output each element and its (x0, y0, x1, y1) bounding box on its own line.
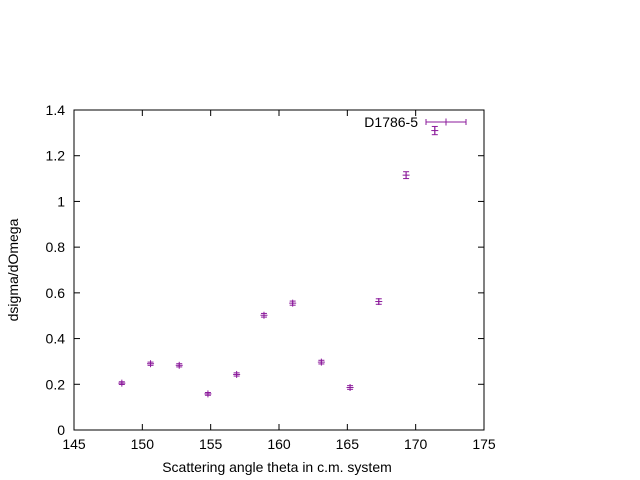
x-tick-label: 175 (472, 436, 496, 452)
x-tick-label: 165 (336, 436, 360, 452)
data-point (402, 171, 410, 180)
data-point (233, 370, 241, 378)
legend: D1786-5 (364, 114, 467, 130)
data-point (317, 358, 325, 366)
y-axis-title: dsigma/dOmega (5, 218, 21, 321)
data-point (289, 299, 297, 307)
plot-border (73, 109, 485, 431)
y-tick-label: 0 (57, 422, 65, 438)
y-tick-label: 1.4 (46, 102, 66, 118)
y-tick-label: 0.2 (46, 376, 66, 392)
data-point (431, 125, 439, 136)
data-points (118, 125, 439, 398)
data-point (260, 311, 268, 319)
x-axis-title: Scattering angle theta in c.m. system (162, 459, 392, 475)
y-tick-label: 1.2 (46, 148, 66, 164)
data-point (375, 298, 383, 306)
data-point (147, 360, 155, 368)
y-tick-label: 1 (57, 193, 65, 209)
y-tick-label: 0.4 (46, 331, 66, 347)
data-point (118, 379, 126, 387)
y-tick-label: 0.8 (46, 239, 66, 255)
x-tick-label: 150 (131, 436, 155, 452)
x-tick-label: 145 (62, 436, 86, 452)
plot-frame (73, 109, 485, 431)
x-tick-label: 160 (267, 436, 291, 452)
x-tick-label: 170 (404, 436, 428, 452)
y-tick-label: 0.6 (46, 285, 66, 301)
axis-tick-labels: 145 150 155 160 165 170 175 0 0.2 0.4 0.6 0.8 1 1.2 1.… (46, 102, 496, 452)
legend-label: D1786-5 (364, 114, 418, 130)
data-point (346, 383, 354, 391)
data-point (175, 361, 183, 369)
data-point (204, 390, 212, 398)
x-tick-label: 155 (199, 436, 223, 452)
axis-ticks (73, 109, 485, 431)
